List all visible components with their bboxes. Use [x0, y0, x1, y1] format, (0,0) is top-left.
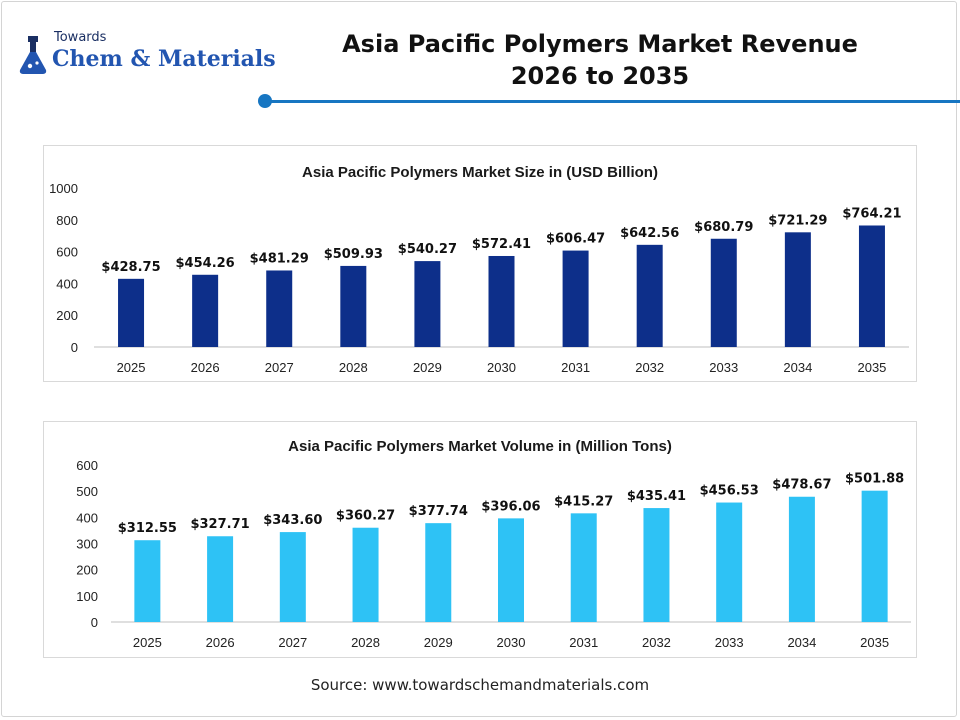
- revenue-data-label: $481.29: [250, 251, 309, 266]
- volume-chart-title: Asia Pacific Polymers Market Volume in (…: [288, 438, 672, 455]
- revenue-data-label: $509.93: [324, 247, 383, 262]
- revenue-bar: [710, 238, 737, 347]
- volume-data-label: $456.53: [700, 484, 759, 499]
- page-title: Asia Pacific Polymers Market Revenue 202…: [290, 28, 910, 92]
- volume-bar: [207, 536, 234, 622]
- volume-x-tick-label: 2026: [206, 635, 235, 650]
- revenue-bar: [636, 244, 663, 347]
- volume-y-tick-label: 600: [76, 458, 98, 473]
- volume-data-label: $343.60: [263, 513, 322, 528]
- volume-bar: [643, 508, 670, 622]
- revenue-x-tick-label: 2035: [857, 360, 886, 375]
- volume-x-tick-label: 2025: [133, 635, 162, 650]
- volume-data-label: $478.67: [772, 478, 831, 493]
- revenue-data-label: $642.56: [620, 226, 679, 241]
- revenue-chart: Asia Pacific Polymers Market Size in (US…: [49, 164, 909, 375]
- revenue-bar: [858, 225, 885, 347]
- revenue-x-tick-label: 2031: [561, 360, 590, 375]
- volume-data-label: $396.06: [481, 499, 540, 514]
- revenue-bar: [118, 278, 145, 347]
- volume-bar: [498, 518, 524, 622]
- revenue-bar: [340, 265, 367, 347]
- revenue-data-label: $540.27: [398, 242, 457, 257]
- volume-x-tick-label: 2027: [278, 635, 307, 650]
- revenue-y-tick-label: 400: [56, 276, 78, 291]
- volume-y-tick-label: 500: [76, 484, 98, 499]
- revenue-data-label: $606.47: [546, 232, 605, 247]
- volume-data-label: $327.71: [190, 517, 249, 532]
- volume-x-tick-label: 2033: [715, 635, 744, 650]
- revenue-x-tick-label: 2032: [635, 360, 664, 375]
- source-note: Source: www.towardschemandmaterials.com: [310, 676, 650, 694]
- title-divider: [266, 100, 960, 103]
- revenue-chart-panel: Asia Pacific Polymers Market Size in (US…: [43, 145, 917, 382]
- revenue-data-label: $721.29: [768, 213, 827, 228]
- volume-bar: [788, 496, 815, 622]
- revenue-x-tick-label: 2030: [487, 360, 516, 375]
- title-divider-dot: [258, 94, 272, 108]
- revenue-bar: [192, 274, 219, 347]
- volume-data-label: $312.55: [118, 521, 177, 536]
- revenue-data-label: $428.75: [101, 260, 160, 275]
- volume-bar: [861, 490, 888, 622]
- logo-text-towards: Towards: [54, 30, 107, 45]
- volume-x-tick-label: 2029: [424, 635, 453, 650]
- company-logo: Towards Chem & Materials: [16, 30, 276, 80]
- volume-data-label: $360.27: [336, 509, 395, 524]
- volume-chart-panel: Asia Pacific Polymers Market Volume in (…: [43, 421, 917, 658]
- page-title-line2: 2026 to 2035: [510, 62, 690, 90]
- revenue-bar: [414, 261, 441, 347]
- volume-x-tick-label: 2032: [642, 635, 671, 650]
- revenue-x-tick-label: 2027: [265, 360, 294, 375]
- flask-icon: [19, 36, 47, 74]
- revenue-data-label: $572.41: [472, 237, 531, 252]
- revenue-bar: [562, 250, 589, 347]
- volume-x-tick-label: 2034: [787, 635, 816, 650]
- volume-bar: [570, 513, 597, 622]
- volume-x-tick-label: 2030: [497, 635, 526, 650]
- volume-y-tick-label: 0: [91, 615, 98, 630]
- revenue-data-label: $764.21: [842, 206, 901, 221]
- volume-x-tick-label: 2035: [860, 635, 889, 650]
- revenue-x-tick-label: 2034: [783, 360, 812, 375]
- revenue-y-tick-label: 0: [71, 340, 78, 355]
- revenue-data-label: $680.79: [694, 220, 753, 235]
- revenue-chart-title: Asia Pacific Polymers Market Size in (US…: [302, 164, 658, 181]
- volume-bar: [134, 540, 161, 622]
- revenue-x-tick-label: 2028: [339, 360, 368, 375]
- revenue-x-tick-label: 2029: [413, 360, 442, 375]
- revenue-y-tick-label: 1000: [49, 181, 78, 196]
- revenue-y-tick-label: 200: [56, 308, 78, 323]
- page-title-line1: Asia Pacific Polymers Market Revenue: [342, 30, 858, 58]
- logo-text-chem-materials: Chem & Materials: [52, 46, 276, 72]
- volume-data-label: $415.27: [554, 494, 613, 509]
- volume-data-label: $377.74: [409, 504, 468, 519]
- revenue-y-tick-label: 600: [56, 245, 78, 260]
- revenue-x-tick-label: 2033: [709, 360, 738, 375]
- volume-data-label: $435.41: [627, 489, 686, 504]
- volume-y-tick-label: 200: [76, 563, 98, 578]
- volume-data-label: $501.88: [845, 472, 904, 487]
- volume-y-tick-label: 400: [76, 510, 98, 525]
- revenue-x-tick-label: 2026: [191, 360, 220, 375]
- volume-bar: [716, 502, 743, 622]
- volume-y-tick-label: 300: [76, 537, 98, 552]
- volume-bar: [425, 523, 452, 622]
- volume-y-tick-label: 100: [76, 589, 98, 604]
- revenue-bar: [266, 270, 293, 347]
- revenue-bar: [488, 255, 515, 347]
- revenue-x-tick-label: 2025: [117, 360, 146, 375]
- revenue-data-label: $454.26: [176, 256, 235, 271]
- volume-bar: [279, 532, 306, 622]
- volume-bar: [352, 527, 379, 622]
- volume-chart: Asia Pacific Polymers Market Volume in (…: [76, 438, 911, 650]
- volume-x-tick-label: 2031: [569, 635, 598, 650]
- revenue-bar: [784, 232, 811, 347]
- volume-x-tick-label: 2028: [351, 635, 380, 650]
- revenue-y-tick-label: 800: [56, 213, 78, 228]
